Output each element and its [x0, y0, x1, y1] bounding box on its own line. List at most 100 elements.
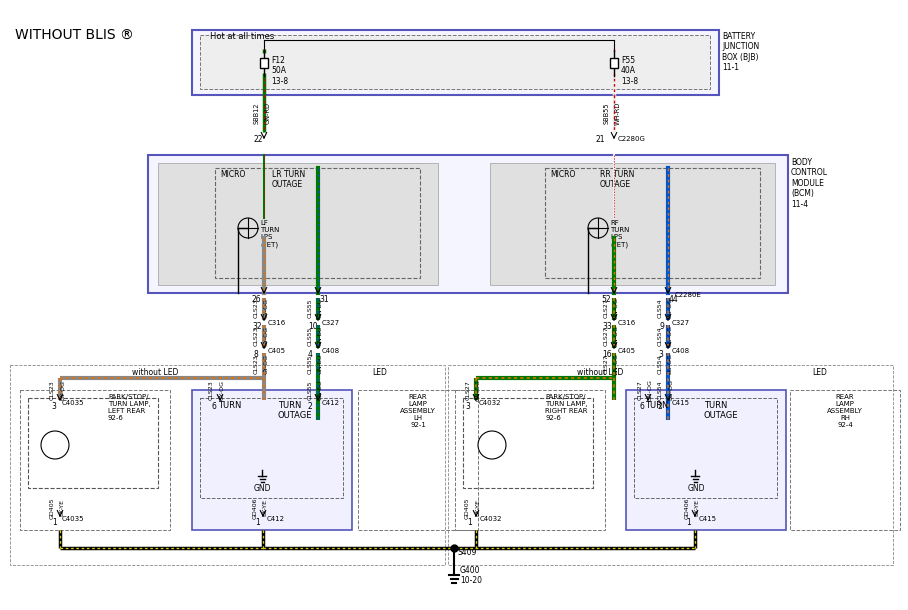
Text: GND: GND — [688, 484, 706, 493]
Text: GY-OG: GY-OG — [263, 354, 269, 374]
Text: F12
50A
13-8: F12 50A 13-8 — [271, 56, 288, 86]
Text: GD405: GD405 — [465, 497, 469, 518]
Bar — [463, 398, 593, 488]
Text: C327: C327 — [672, 320, 690, 326]
Text: G400
10-20: G400 10-20 — [460, 566, 482, 586]
Text: TURN: TURN — [645, 401, 668, 410]
Text: GD406: GD406 — [685, 497, 689, 518]
Text: 21: 21 — [596, 135, 605, 144]
Text: 16: 16 — [602, 350, 612, 359]
Bar — [192, 390, 352, 530]
Text: BU-OG: BU-OG — [667, 298, 673, 318]
Text: GN-OG: GN-OG — [476, 379, 480, 401]
Text: CLS23: CLS23 — [50, 380, 54, 400]
Text: C4035: C4035 — [62, 516, 84, 522]
Text: GD405: GD405 — [50, 497, 54, 518]
Text: C2280G: C2280G — [618, 136, 646, 142]
Bar — [192, 30, 719, 95]
Text: TURN
OUTAGE: TURN OUTAGE — [278, 401, 312, 420]
Text: RR TURN
OUTAGE: RR TURN OUTAGE — [600, 170, 635, 189]
Text: LED: LED — [813, 368, 827, 377]
Text: 3: 3 — [658, 350, 663, 359]
Text: 31: 31 — [319, 295, 329, 304]
Text: WH-RD: WH-RD — [615, 101, 621, 124]
Text: GN-OG: GN-OG — [614, 325, 618, 347]
Text: BU-OG: BU-OG — [667, 354, 673, 375]
Text: F55
40A
13-8: F55 40A 13-8 — [621, 56, 638, 86]
Text: CLS54: CLS54 — [657, 354, 663, 374]
Text: GY-OG: GY-OG — [61, 380, 65, 400]
Bar — [200, 35, 710, 89]
Text: BK-YE: BK-YE — [60, 500, 64, 517]
Text: C415: C415 — [699, 516, 717, 522]
Text: CLS54: CLS54 — [657, 380, 663, 400]
Text: 1: 1 — [467, 518, 472, 527]
Text: C412: C412 — [322, 400, 340, 406]
Text: CLS23: CLS23 — [253, 326, 259, 346]
Text: CLS55: CLS55 — [308, 326, 312, 346]
Text: GN-BU: GN-BU — [318, 380, 322, 400]
Text: PARK/STOP/
TURN LAMP,
LEFT REAR
92-6: PARK/STOP/ TURN LAMP, LEFT REAR 92-6 — [108, 394, 151, 421]
Text: C4032: C4032 — [480, 516, 502, 522]
Text: TURN
OUTAGE: TURN OUTAGE — [704, 401, 738, 420]
Text: C405: C405 — [618, 348, 636, 354]
Text: BK-YE: BK-YE — [476, 500, 480, 517]
Text: CLS27: CLS27 — [604, 354, 608, 374]
Text: REAR
LAMP
ASSEMBLY
LH
92-1: REAR LAMP ASSEMBLY LH 92-1 — [400, 394, 436, 428]
Text: TURN: TURN — [218, 401, 242, 410]
Text: SBB55: SBB55 — [604, 102, 610, 124]
Text: GN-BU: GN-BU — [318, 354, 322, 374]
Text: GN-OG: GN-OG — [614, 297, 618, 319]
Text: C408: C408 — [672, 348, 690, 354]
Text: C316: C316 — [268, 320, 286, 326]
Text: 3: 3 — [465, 402, 469, 411]
Text: RF
TURN
LPS
(FET): RF TURN LPS (FET) — [610, 220, 629, 248]
Text: WITHOUT BLIS ®: WITHOUT BLIS ® — [15, 28, 133, 42]
Bar — [215, 168, 420, 278]
Bar — [610, 58, 618, 68]
Text: BU-OG: BU-OG — [668, 379, 674, 401]
Text: without LED: without LED — [577, 368, 623, 377]
Text: C316: C316 — [618, 320, 637, 326]
Bar — [545, 168, 760, 278]
Text: CLS27: CLS27 — [637, 380, 643, 400]
Text: GD406: GD406 — [252, 497, 258, 518]
Text: 2: 2 — [658, 402, 663, 411]
Text: CLS54: CLS54 — [657, 298, 663, 318]
Text: 26: 26 — [252, 295, 262, 304]
Text: without LED: without LED — [132, 368, 178, 377]
Text: CLS55: CLS55 — [308, 354, 312, 374]
Text: 3: 3 — [51, 402, 56, 411]
Text: CLS55: CLS55 — [308, 380, 312, 400]
Text: GN-RD: GN-RD — [265, 102, 271, 124]
Bar — [20, 390, 170, 530]
Bar — [790, 390, 900, 530]
Text: CLS27: CLS27 — [466, 380, 470, 400]
Text: CLS23: CLS23 — [209, 380, 213, 400]
Text: C415: C415 — [672, 400, 690, 406]
Text: REAR
LAMP
ASSEMBLY
RH
92-4: REAR LAMP ASSEMBLY RH 92-4 — [827, 394, 863, 428]
Text: SBB12: SBB12 — [254, 102, 260, 124]
Text: GY-OG: GY-OG — [263, 298, 269, 318]
Text: LED: LED — [372, 368, 388, 377]
Text: 22: 22 — [253, 135, 262, 144]
Text: MICRO: MICRO — [550, 170, 576, 179]
Text: 33: 33 — [602, 322, 612, 331]
Text: GY-OG: GY-OG — [263, 326, 269, 346]
Text: BODY
CONTROL
MODULE
(BCM)
11-4: BODY CONTROL MODULE (BCM) 11-4 — [791, 158, 828, 209]
Text: PARK/STOP/
TURN LAMP,
RIGHT REAR
92-6: PARK/STOP/ TURN LAMP, RIGHT REAR 92-6 — [545, 394, 587, 421]
Text: CLS23: CLS23 — [253, 298, 259, 318]
Text: 8: 8 — [254, 350, 259, 359]
Text: 4: 4 — [308, 350, 313, 359]
Text: 32: 32 — [252, 322, 262, 331]
Circle shape — [478, 431, 506, 459]
Text: BATTERY
JUNCTION
BOX (BJB)
11-1: BATTERY JUNCTION BOX (BJB) 11-1 — [722, 32, 759, 72]
Text: LF
TURN
LPS
(FET): LF TURN LPS (FET) — [260, 220, 280, 248]
Bar — [490, 163, 775, 285]
Bar — [634, 398, 777, 498]
Text: GN-BU: GN-BU — [318, 326, 322, 346]
Text: 6: 6 — [212, 402, 217, 411]
Text: CLS27: CLS27 — [604, 326, 608, 346]
Text: GN-BU: GN-BU — [318, 298, 322, 318]
Text: 52: 52 — [601, 295, 610, 304]
